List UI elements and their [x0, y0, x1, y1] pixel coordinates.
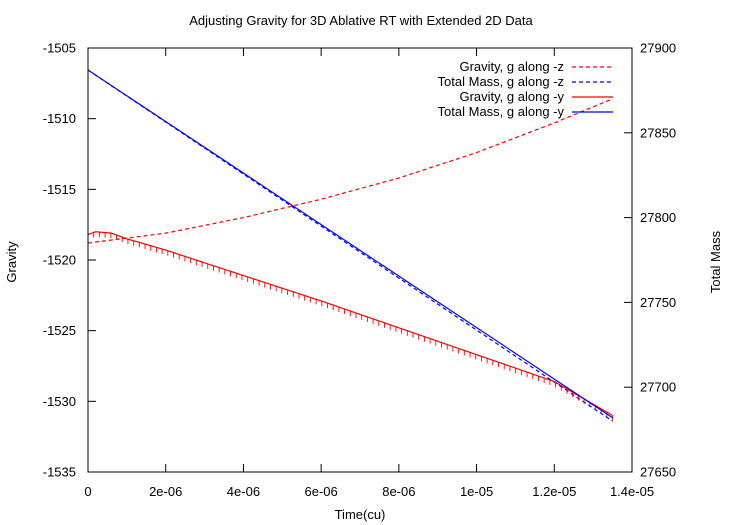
- y-tick-label: -1510: [43, 111, 76, 126]
- x-tick-label: 1.4e-05: [610, 484, 654, 499]
- y-tick-label: -1515: [43, 182, 76, 197]
- series-line-3: [87, 231, 613, 416]
- x-tick-label: 2e-06: [149, 484, 182, 499]
- y2-tick-label: 27750: [640, 295, 676, 310]
- x-tick-label: 6e-06: [305, 484, 338, 499]
- y2-tick-label: 27900: [640, 41, 676, 56]
- series-line-4: [87, 69, 613, 419]
- legend-label: Gravity, g along -y: [459, 89, 564, 104]
- plot-frame: [87, 47, 633, 473]
- axis-ticks: 0 2e-06 4e-06 6e-06 8e-06 1e-05 1.2e-05 1.4e-05…: [43, 41, 676, 500]
- x-axis-label: Time(cu): [335, 507, 386, 522]
- x-tick-label: 4e-06: [227, 484, 260, 499]
- y-tick-label: -1505: [43, 41, 76, 56]
- legend-label: Gravity, g along -z: [459, 59, 564, 74]
- x-tick-label: 0: [84, 484, 91, 499]
- y2-tick-label: 27800: [640, 210, 676, 225]
- chart-title: Adjusting Gravity for 3D Ablative RT wit…: [189, 13, 533, 28]
- y-tick-label: -1535: [43, 465, 76, 480]
- plot-lines: [87, 69, 614, 422]
- x-tick-label: 1e-05: [460, 484, 493, 499]
- y-tick-label: -1530: [43, 394, 76, 409]
- series-line-1: [87, 98, 613, 244]
- y2-tick-label: 27650: [640, 465, 676, 480]
- y2-tick-label: 27700: [640, 380, 676, 395]
- y-tick-label: -1520: [43, 253, 76, 268]
- y-axis-label: Gravity: [4, 241, 19, 283]
- x-tick-label: 8e-06: [382, 484, 415, 499]
- x-tick-label: 1.2e-05: [532, 484, 576, 499]
- y2-tick-label: 27850: [640, 125, 676, 140]
- legend-label: Total Mass, g along -y: [438, 104, 565, 119]
- y-tick-label: -1525: [43, 323, 76, 338]
- legend-label: Total Mass, g along -z: [438, 74, 564, 89]
- y2-axis-label: Total Mass: [708, 230, 723, 293]
